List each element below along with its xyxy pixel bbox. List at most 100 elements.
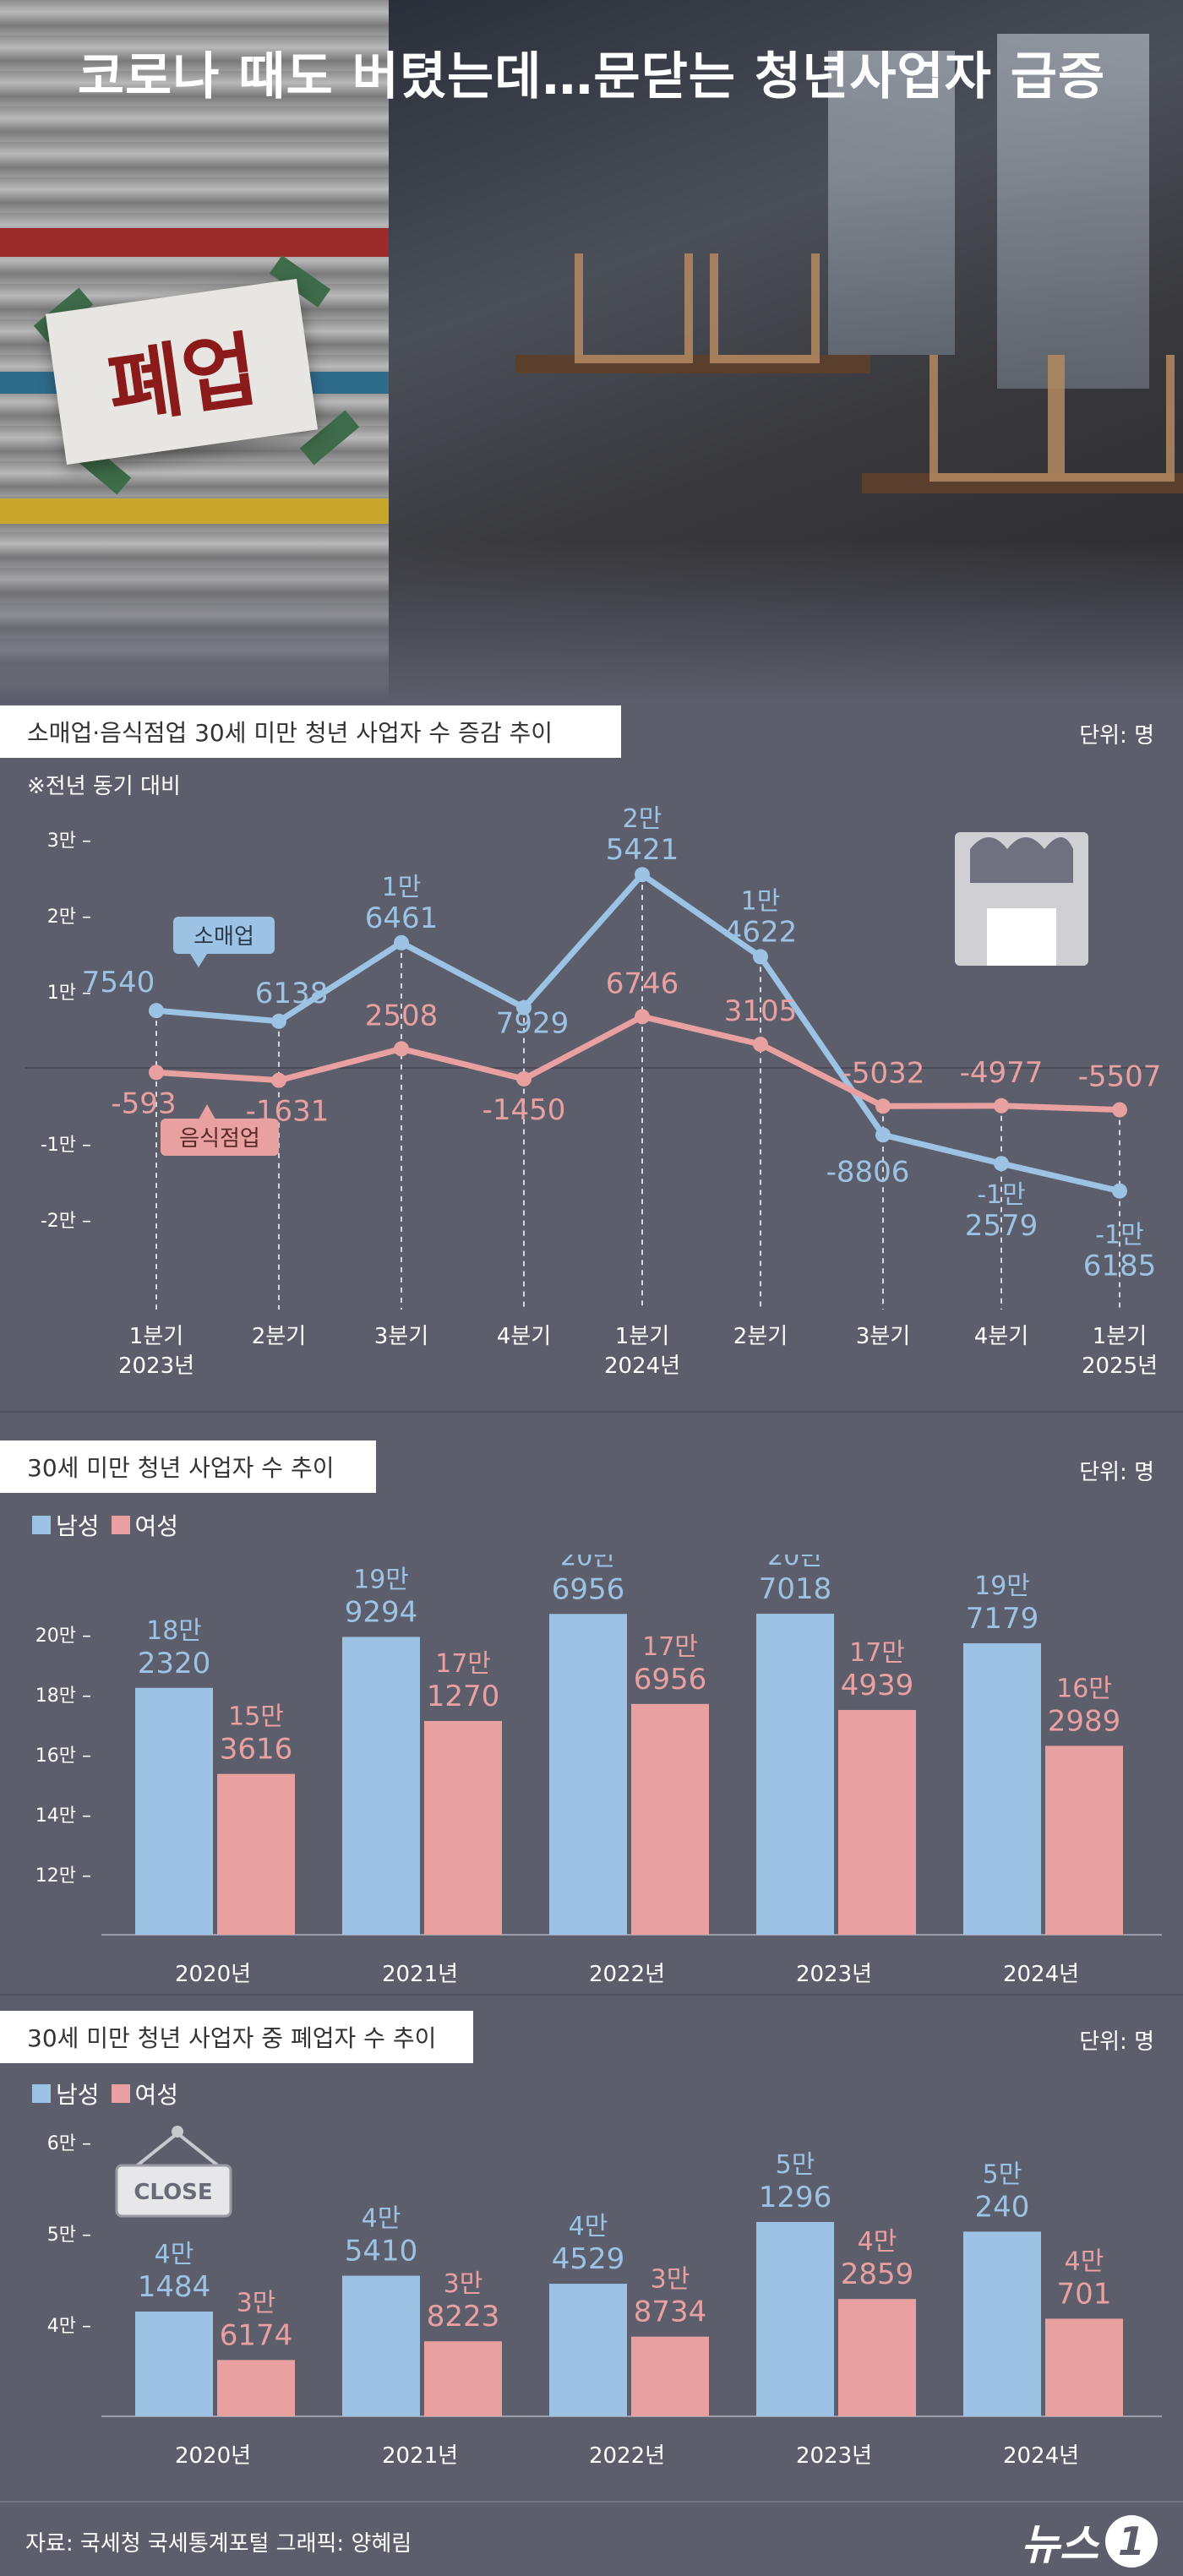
male-data-label-top: 5만 [776, 2150, 815, 2180]
retail-data-label-top: -1만 [977, 1180, 1026, 1210]
y-tick-label: 5만 – [47, 2225, 91, 2246]
female-data-label: 3616 [220, 1733, 293, 1767]
x-tick-label: 2024년 [1003, 2443, 1079, 2469]
male-data-label-top: 4만 [155, 2240, 194, 2269]
male-data-label: 240 [975, 2190, 1030, 2224]
retail-data-label-top: 1만 [741, 886, 781, 916]
y-tick-label: 16만 – [35, 1745, 91, 1767]
hero-image: 폐업 [0, 0, 1183, 701]
female-bar [424, 1720, 502, 1935]
female-data-label: 8223 [427, 2300, 500, 2334]
male-bar [135, 1687, 213, 1935]
x-tick-label: 2023년 [796, 2443, 872, 2469]
female-data-label-top: 17만 [849, 1638, 905, 1668]
restaurant-data-label: -5507 [1078, 1060, 1162, 1094]
female-data-label-top: 3만 [237, 2288, 276, 2317]
female-data-label-top: 15만 [228, 1702, 284, 1732]
bar-chart-2-legend: 남성 여성 [32, 2077, 178, 2110]
female-bar [424, 2341, 502, 2416]
y-tick-label: 3만 – [47, 831, 91, 852]
y-tick-label: -2만 – [41, 1211, 91, 1232]
retail-point [635, 867, 650, 883]
retail-point [271, 1013, 286, 1029]
retail-data-label: 7540 [82, 966, 155, 999]
y-tick-label: 2만 – [47, 907, 91, 928]
female-data-label: 2989 [1048, 1704, 1121, 1738]
logo-mark: 1 [1105, 2515, 1158, 2568]
restaurant-point [271, 1072, 286, 1088]
restaurant-data-label: -4977 [960, 1056, 1044, 1090]
male-bar [342, 2275, 420, 2416]
restaurant-point [516, 1071, 532, 1087]
male-data-label-top: 4만 [362, 2204, 401, 2234]
female-data-label: 6174 [220, 2318, 293, 2352]
retail-data-label: 4622 [724, 915, 798, 949]
female-data-label: 6956 [634, 1663, 707, 1696]
y-tick-label: 18만 – [35, 1686, 91, 1707]
x-tick-quarter: 2분기 [252, 1324, 306, 1349]
bar-chart-2: 6만 –5만 –4만 –2020년 2021년 2022년 2023년 2024년4만1… [47, 2126, 1162, 2469]
x-tick-label: 2021년 [382, 2443, 458, 2469]
x-tick-label: 2023년 [796, 1962, 872, 1987]
x-tick-quarter: 3분기 [856, 1324, 910, 1349]
x-tick-year: 2024년 [604, 1353, 680, 1379]
male-data-label-top: 19만 [353, 1566, 409, 1595]
x-tick-quarter: 4분기 [497, 1324, 551, 1349]
bar-chart-1: 20만 – 18만 – 16만 – 14만 – 12만 – 2020년 2021년 2022년… [35, 1555, 1162, 1987]
male-bar [342, 1637, 420, 1935]
x-tick-label: 2021년 [382, 1962, 458, 1987]
restaurant-point [753, 1037, 768, 1053]
x-tick-quarter: 2분기 [733, 1324, 788, 1349]
female-bar [217, 1773, 295, 1935]
x-tick-label: 2020년 [175, 1962, 251, 1987]
logo-text: 뉴스 [1021, 2520, 1098, 2569]
line-chart: 3만 – 2만 – 1만 – -1만 – -2만 – 1분기 2023년 2분기 3분기 4분기 1… [25, 804, 1162, 1379]
legend-male: 남성 [56, 2081, 100, 2109]
female-bar [1045, 2318, 1123, 2416]
restaurant-point [635, 1009, 650, 1025]
restaurant-data-label: -1450 [482, 1093, 566, 1127]
male-data-label-top: 20만 [767, 1555, 823, 1571]
female-data-label: 701 [1057, 2277, 1112, 2311]
news1-logo: 뉴스 1 [1021, 2511, 1158, 2572]
male-data-label: 7179 [966, 1602, 1039, 1636]
female-bar [838, 2299, 916, 2416]
restaurant-data-label: 2508 [365, 999, 439, 1032]
male-data-label: 2320 [138, 1647, 211, 1680]
x-tick-label: 2020년 [175, 2443, 251, 2469]
retail-point [394, 934, 409, 950]
restaurant-point [994, 1097, 1009, 1114]
male-data-label: 6956 [552, 1572, 625, 1606]
male-data-label: 1484 [138, 2270, 211, 2304]
retail-series-tag: 소매업 [173, 917, 275, 967]
male-data-label-top: 5만 [983, 2159, 1022, 2189]
x-tick-quarter: 1분기 [615, 1324, 669, 1349]
page-title: 코로나 때도 버텼는데…문닫는 청년사업자 급증 [77, 46, 1106, 106]
male-data-label: 9294 [345, 1596, 418, 1630]
male-data-label-top: 4만 [569, 2212, 608, 2241]
retail-data-label-top: 1만 [382, 873, 422, 902]
x-tick-label: 2022년 [589, 2443, 665, 2469]
retail-point [516, 999, 532, 1016]
y-tick-label: 12만 – [35, 1865, 91, 1887]
retail-data-label: 6185 [1083, 1250, 1157, 1283]
female-bar [217, 2360, 295, 2416]
female-data-label-top: 3만 [651, 2265, 690, 2295]
y-tick-label: 4만 – [47, 2316, 91, 2337]
retail-series-name: 소매업 [194, 924, 254, 950]
male-bar [549, 1614, 627, 1935]
retail-point [875, 1127, 891, 1143]
female-bar [1045, 1745, 1123, 1935]
retail-data-label: 7929 [496, 1007, 570, 1041]
male-bar [963, 2231, 1041, 2416]
female-bar [631, 1703, 709, 1935]
male-bar [756, 1614, 834, 1935]
female-data-label-top: 17만 [642, 1632, 698, 1662]
y-tick-label: 1만 – [47, 983, 91, 1004]
legend-female: 여성 [134, 2081, 179, 2109]
retail-point [149, 1003, 164, 1019]
male-data-label-top: 20만 [560, 1555, 616, 1571]
bar-chart-1-title: 30세 미만 청년 사업자 수 추이 [0, 1440, 376, 1493]
female-data-label-top: 17만 [435, 1649, 491, 1679]
bar-chart-1-legend: 남성 여성 [32, 1508, 178, 1542]
